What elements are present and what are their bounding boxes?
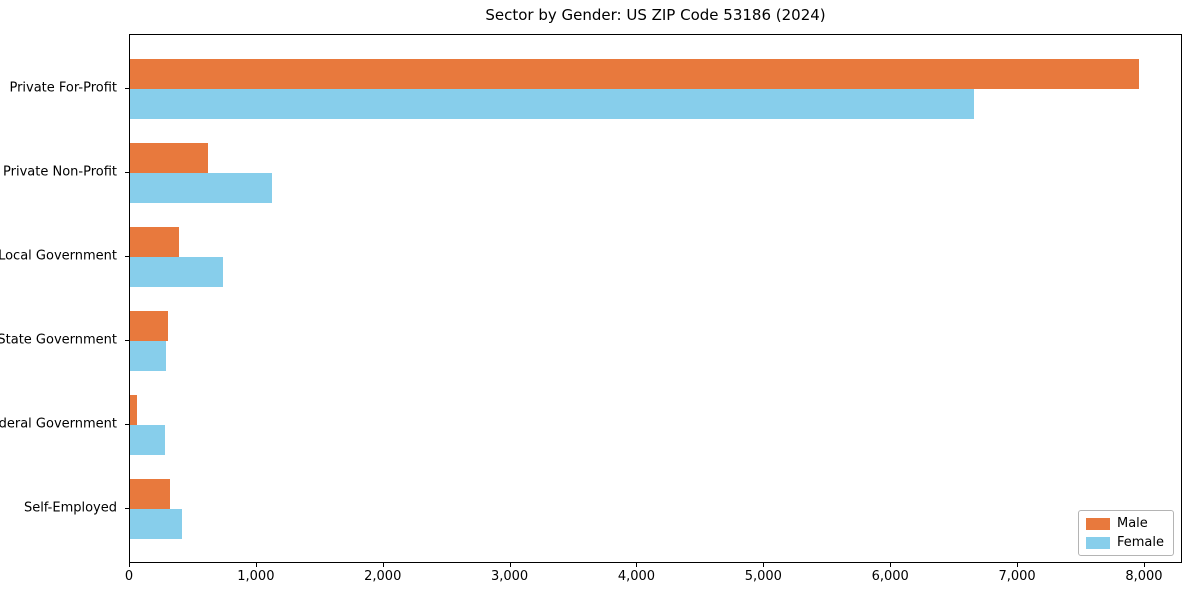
xtick-mark-8000 — [1143, 563, 1145, 567]
xtick-mark-6000 — [890, 563, 892, 567]
xtick-mark-4000 — [636, 563, 638, 567]
ytick-mark-private-for-profit — [125, 88, 129, 89]
xtick-mark-2000 — [382, 563, 384, 567]
bar-male-self-employed — [130, 479, 170, 509]
bar-male-local-government — [130, 227, 179, 257]
xtick-label-4000: 4,000 — [617, 569, 656, 584]
legend-entry-female: Female — [1085, 535, 1164, 550]
bar-female-private-for-profit — [130, 89, 974, 119]
xtick-label-3000: 3,000 — [490, 569, 529, 584]
chart-title: Sector by Gender: US ZIP Code 53186 (202… — [485, 6, 826, 24]
plot-area: Male Female — [129, 34, 1182, 563]
ytick-label-state-government: State Government — [0, 332, 117, 348]
legend-entry-male: Male — [1085, 516, 1164, 531]
xtick-mark-1000 — [255, 563, 257, 567]
bar-female-private-non-profit — [130, 173, 272, 203]
ytick-label-federal-government: Federal Government — [0, 416, 117, 432]
xtick-label-8000: 8,000 — [1125, 569, 1163, 584]
bar-female-local-government — [130, 257, 223, 287]
bar-female-federal-government — [130, 425, 165, 455]
ytick-label-private-for-profit: Private For-Profit — [9, 80, 117, 96]
xtick-label-0: 0 — [124, 569, 134, 584]
xtick-mark-3000 — [509, 563, 511, 567]
legend-swatch-female — [1085, 536, 1110, 549]
ytick-mark-local-government — [125, 256, 129, 257]
xtick-mark-0 — [129, 563, 130, 567]
xtick-mark-5000 — [763, 563, 765, 567]
legend-label-male: Male — [1116, 516, 1148, 531]
xtick-label-1000: 1,000 — [237, 569, 275, 584]
bar-male-federal-government — [130, 395, 137, 425]
legend: Male Female — [1077, 510, 1174, 556]
bar-male-private-for-profit — [130, 59, 1139, 89]
ytick-mark-private-non-profit — [125, 172, 129, 173]
xtick-mark-7000 — [1017, 563, 1019, 567]
ytick-label-private-non-profit: Private Non-Profit — [3, 164, 117, 180]
legend-swatch-male — [1085, 517, 1110, 530]
legend-label-female: Female — [1116, 535, 1164, 550]
ytick-label-self-employed: Self-Employed — [23, 500, 117, 516]
xtick-label-5000: 5,000 — [744, 569, 782, 584]
ytick-label-local-government: Local Government — [0, 248, 117, 264]
bar-male-private-non-profit — [130, 143, 208, 173]
xtick-label-2000: 2,000 — [364, 569, 402, 584]
bar-male-state-government — [130, 311, 168, 341]
xtick-label-7000: 7,000 — [998, 569, 1036, 584]
bar-female-state-government — [130, 341, 166, 371]
ytick-mark-self-employed — [125, 508, 129, 509]
xtick-label-6000: 6,000 — [871, 569, 909, 584]
ytick-mark-federal-government — [125, 424, 129, 425]
ytick-mark-state-government — [125, 340, 129, 341]
bar-female-self-employed — [130, 509, 182, 539]
